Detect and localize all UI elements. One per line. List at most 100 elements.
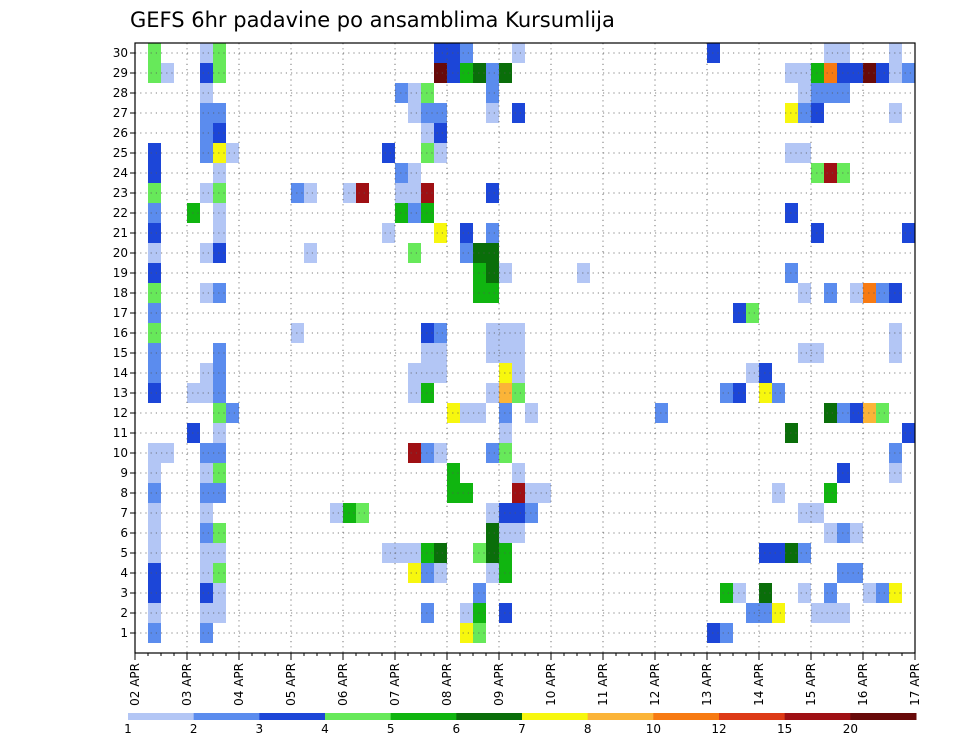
heatmap-cell (850, 563, 863, 583)
heatmap-cell (707, 623, 720, 643)
heatmap-cell (837, 463, 850, 483)
heatmap-cell (863, 403, 876, 423)
heatmap-cell (421, 563, 434, 583)
heatmap-cell (486, 503, 499, 523)
heatmap-cell (447, 403, 460, 423)
heatmap-cell (421, 543, 434, 563)
heatmap-cell (148, 223, 161, 243)
heatmap-cell (421, 363, 434, 383)
heatmap-cells (148, 43, 915, 643)
heatmap-cell (421, 443, 434, 463)
heatmap-cell (434, 563, 447, 583)
heatmap-cell (850, 403, 863, 423)
x-tick-label: 12 APR (648, 663, 662, 706)
legend-swatch (259, 713, 326, 720)
heatmap-cell (408, 363, 421, 383)
heatmap-cell (759, 543, 772, 563)
heatmap-cell (720, 383, 733, 403)
heatmap-cell (148, 563, 161, 583)
heatmap-cell (499, 443, 512, 463)
heatmap-cell (798, 143, 811, 163)
heatmap-cell (486, 243, 499, 263)
heatmap-cell (395, 203, 408, 223)
y-tick-label: 8 (120, 486, 128, 500)
y-axis: 1234567891011121314151617181920212223242… (113, 46, 135, 640)
heatmap-cell (785, 143, 798, 163)
heatmap-cell (213, 163, 226, 183)
heatmap-cell (460, 63, 473, 83)
heatmap-cell (148, 443, 161, 463)
heatmap-cell (733, 383, 746, 403)
heatmap-cell (798, 583, 811, 603)
y-tick-label: 6 (120, 526, 128, 540)
heatmap-cell (213, 483, 226, 503)
heatmap-cell (213, 203, 226, 223)
heatmap-cell (499, 63, 512, 83)
heatmap-cell (200, 483, 213, 503)
heatmap-cell (213, 603, 226, 623)
heatmap-cell (499, 343, 512, 363)
heatmap-cell (200, 463, 213, 483)
heatmap-cell (213, 63, 226, 83)
heatmap-cell (889, 63, 902, 83)
x-tick-label: 08 APR (440, 663, 454, 706)
heatmap-cell (421, 383, 434, 403)
heatmap-cell (538, 483, 551, 503)
heatmap-cell (486, 103, 499, 123)
plot-frame (134, 42, 916, 654)
heatmap-cell (200, 143, 213, 163)
heatmap-cell (486, 63, 499, 83)
y-tick-label: 13 (113, 386, 128, 400)
heatmap-cell (213, 403, 226, 423)
heatmap-cell (889, 323, 902, 343)
legend-label: 10 (646, 722, 661, 736)
grid-lines (134, 43, 916, 653)
heatmap-cell (382, 223, 395, 243)
heatmap-cell (213, 443, 226, 463)
heatmap-cell (213, 383, 226, 403)
heatmap-cell (499, 323, 512, 343)
heatmap-cell (408, 163, 421, 183)
x-tick-label: 14 APR (752, 663, 766, 706)
y-tick-label: 16 (113, 326, 128, 340)
heatmap-cell (200, 383, 213, 403)
heatmap-cell (421, 343, 434, 363)
heatmap-cell (408, 83, 421, 103)
y-tick-label: 24 (113, 166, 128, 180)
heatmap-cell (148, 243, 161, 263)
x-tick-label: 10 APR (544, 663, 558, 706)
heatmap-cell (200, 363, 213, 383)
heatmap-cell (811, 603, 824, 623)
heatmap-cell (850, 63, 863, 83)
heatmap-cell (343, 503, 356, 523)
heatmap-cell (824, 403, 837, 423)
heatmap-cell (148, 343, 161, 363)
heatmap-cell (811, 163, 824, 183)
heatmap-cell (889, 583, 902, 603)
heatmap-cell (824, 163, 837, 183)
heatmap-cell (811, 83, 824, 103)
heatmap-cell (759, 603, 772, 623)
heatmap-cell (785, 423, 798, 443)
x-tick-label: 02 APR (128, 663, 142, 706)
heatmap-cell (434, 123, 447, 143)
legend-swatch (193, 713, 260, 720)
heatmap-cell (434, 323, 447, 343)
heatmap-cell (876, 403, 889, 423)
heatmap-cell (707, 43, 720, 63)
heatmap-cell (473, 583, 486, 603)
heatmap-cell (356, 503, 369, 523)
heatmap-cell (824, 283, 837, 303)
heatmap-cell (434, 43, 447, 63)
heatmap-cell (759, 583, 772, 603)
x-tick-label: 05 APR (284, 663, 298, 706)
heatmap-cell (226, 143, 239, 163)
heatmap-cell (395, 543, 408, 563)
heatmap-cell (161, 443, 174, 463)
heatmap-cell (824, 43, 837, 63)
x-axis: 02 APR 03 APR 04 APR 05 APR 06 APR 07 APR 08 A… (128, 653, 922, 706)
y-tick-label: 3 (120, 586, 128, 600)
heatmap-cell (447, 463, 460, 483)
heatmap-cell (148, 143, 161, 163)
heatmap-cell (837, 603, 850, 623)
